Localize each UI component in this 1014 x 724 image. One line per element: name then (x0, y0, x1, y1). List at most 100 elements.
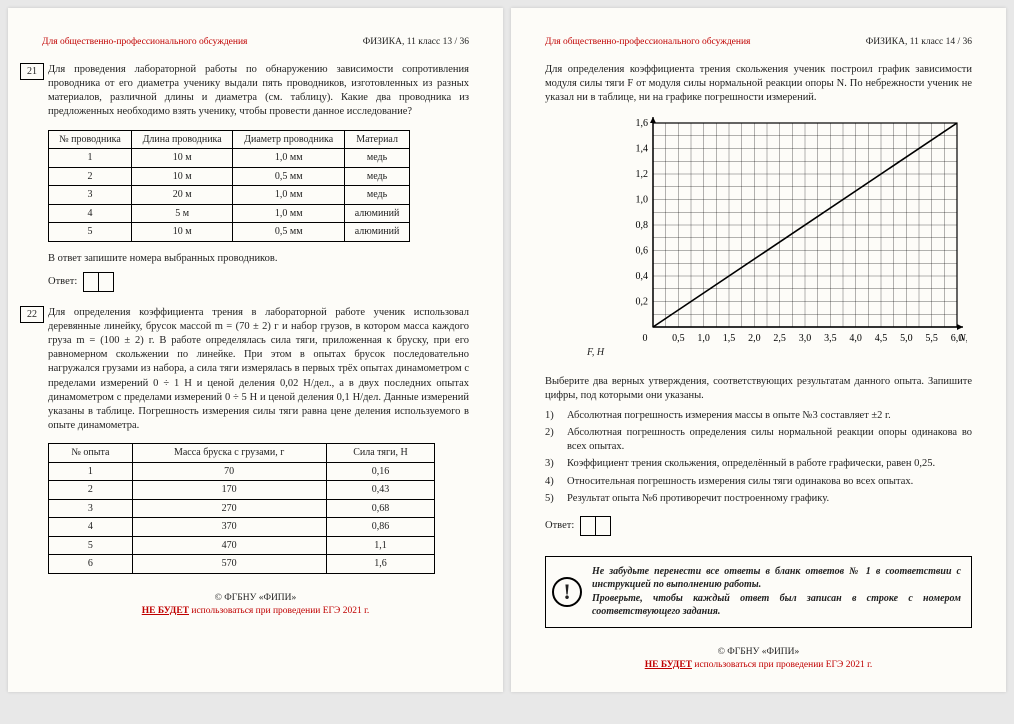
header-right: ФИЗИКА, 11 класс 14 / 36 (866, 36, 972, 49)
svg-text:2,0: 2,0 (748, 333, 761, 344)
table-cell: 1,6 (326, 555, 435, 574)
table-row: 110 м1,0 мммедь (49, 149, 410, 168)
table-cell: 3 (49, 499, 133, 518)
table-row: 210 м0,5 мммедь (49, 167, 410, 186)
table-cell: алюминий (345, 204, 410, 223)
question-text: Для проведения лабораторной работы по об… (48, 63, 469, 120)
option-text: Коэффициент трения скольжения, определён… (567, 457, 935, 471)
table-cell: 0,16 (326, 462, 435, 481)
table-cell: 3 (49, 186, 132, 205)
table-row: 54701,1 (49, 536, 435, 555)
table-cell: 570 (132, 555, 326, 574)
table-cell: 2 (49, 481, 133, 500)
footer-warning: НЕ БУДЕТ использоваться при проведении Е… (545, 659, 972, 672)
option-text: Абсолютная погрешность измерения массы в… (567, 409, 891, 423)
question-text: Для определения коэффициента трения в ла… (48, 306, 469, 434)
svg-text:N, Н: N, Н (958, 333, 967, 344)
table-cell: медь (345, 167, 410, 186)
header-right: ФИЗИКА, 11 класс 13 / 36 (363, 36, 469, 49)
y-axis-label: F, Н (587, 347, 604, 358)
table-cell: 1,0 мм (233, 204, 345, 223)
table-row: 21700,43 (49, 481, 435, 500)
table-row: 320 м1,0 мммедь (49, 186, 410, 205)
page-13: Для общественно-профессионального обсужд… (8, 8, 503, 692)
footer-copyright: © ФГБНУ «ФИПИ» (42, 592, 469, 605)
answer-row: Ответ: (545, 516, 972, 536)
table-cell: 1,1 (326, 536, 435, 555)
question-21: 21 Для проведения лабораторной работы по… (42, 63, 469, 292)
table-cell: 5 (49, 223, 132, 242)
table-header: Материал (345, 130, 410, 149)
svg-text:0,8: 0,8 (635, 220, 648, 231)
answer-label: Ответ: (48, 275, 77, 289)
question-14-body: Для определения коэффициента трения скол… (545, 63, 972, 628)
svg-text:0,2: 0,2 (635, 297, 648, 308)
table-cell: 2 (49, 167, 132, 186)
table-header: Сила тяги, Н (326, 444, 435, 463)
table-cell: 270 (132, 499, 326, 518)
exclamation-icon: ! (552, 577, 582, 607)
table-cell: 5 м (131, 204, 232, 223)
answer-box[interactable] (98, 272, 114, 292)
table-cell: 10 м (131, 167, 232, 186)
answer-boxes[interactable] (580, 516, 611, 536)
svg-text:1,0: 1,0 (635, 195, 648, 206)
svg-text:2,5: 2,5 (773, 333, 786, 344)
table-cell: 1 (49, 149, 132, 168)
answer-box[interactable] (595, 516, 611, 536)
table-header: № проводника (49, 130, 132, 149)
table-cell: 470 (132, 536, 326, 555)
option-item: 1)Абсолютная погрешность измерения массы… (545, 409, 972, 423)
table-row: 43700,86 (49, 518, 435, 537)
page-14: Для общественно-профессионального обсужд… (511, 8, 1006, 692)
header-left: Для общественно-профессионального обсужд… (42, 36, 247, 49)
table-cell: 0,68 (326, 499, 435, 518)
svg-text:1,2: 1,2 (635, 169, 648, 180)
svg-text:3,5: 3,5 (824, 333, 837, 344)
table-cell: алюминий (345, 223, 410, 242)
table-cell: 20 м (131, 186, 232, 205)
question-22: 22 Для определения коэффициента трения в… (42, 306, 469, 574)
svg-text:5,5: 5,5 (925, 333, 938, 344)
choose-text: Выберите два верных утверждения, соответ… (545, 375, 972, 403)
options-list: 1)Абсолютная погрешность измерения массы… (545, 409, 972, 506)
answer-box[interactable] (580, 516, 596, 536)
page-header: Для общественно-профессионального обсужд… (42, 36, 469, 49)
answer-label: Ответ: (545, 519, 574, 533)
answer-boxes[interactable] (83, 272, 114, 292)
table-cell: медь (345, 149, 410, 168)
conductors-table: № проводникаДлина проводникаДиаметр пров… (48, 130, 410, 242)
page-footer: © ФГБНУ «ФИПИ» НЕ БУДЕТ использоваться п… (42, 592, 469, 618)
option-text: Результат опыта №6 противоречит построен… (567, 492, 829, 506)
table-cell: 370 (132, 518, 326, 537)
table-cell: 10 м (131, 223, 232, 242)
svg-text:0,6: 0,6 (635, 246, 648, 257)
table-row: 510 м0,5 ммалюминий (49, 223, 410, 242)
option-item: 2)Абсолютная погрешность определения сил… (545, 426, 972, 454)
table-cell: 0,43 (326, 481, 435, 500)
page-footer: © ФГБНУ «ФИПИ» НЕ БУДЕТ использоваться п… (545, 646, 972, 672)
table-cell: 6 (49, 555, 133, 574)
svg-text:1,6: 1,6 (635, 118, 648, 129)
svg-text:1,5: 1,5 (722, 333, 735, 344)
chart: F, Н 0,20,40,60,81,01,21,41,600,51,01,52… (545, 115, 972, 360)
answer-row: Ответ: (48, 272, 469, 292)
notice-text: Не забудьте перенести все ответы в бланк… (592, 566, 961, 618)
table-row: 32700,68 (49, 499, 435, 518)
svg-text:3,0: 3,0 (798, 333, 811, 344)
option-number: 2) (545, 426, 561, 454)
question-note: В ответ запишите номера выбранных провод… (48, 252, 469, 266)
table-cell: 1,0 мм (233, 149, 345, 168)
table-cell: 10 м (131, 149, 232, 168)
experiments-table: № опытаМасса бруска с грузами, гСила тяг… (48, 443, 435, 574)
chart-svg: 0,20,40,60,81,01,21,41,600,51,01,52,02,5… (607, 115, 967, 355)
answer-box[interactable] (83, 272, 99, 292)
table-header: Длина проводника (131, 130, 232, 149)
table-row: 65701,6 (49, 555, 435, 574)
svg-text:4,0: 4,0 (849, 333, 862, 344)
option-item: 3)Коэффициент трения скольжения, определ… (545, 457, 972, 471)
option-item: 4)Относительная погрешность измерения си… (545, 475, 972, 489)
svg-text:4,5: 4,5 (874, 333, 887, 344)
notice-box: ! Не забудьте перенести все ответы в бла… (545, 556, 972, 628)
option-number: 5) (545, 492, 561, 506)
